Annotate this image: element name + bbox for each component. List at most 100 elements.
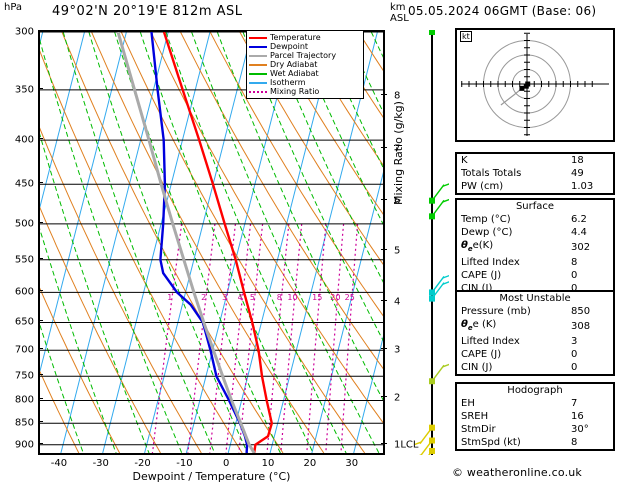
mixing-ratio-value-label: 20 bbox=[330, 292, 341, 302]
pressure-tick bbox=[38, 320, 43, 322]
legend-swatch bbox=[249, 72, 267, 75]
temperature-axis: -40 -30 -20 -10 0 10 20 30 bbox=[38, 458, 385, 472]
height-tick bbox=[381, 94, 387, 96]
height-tick bbox=[381, 299, 387, 301]
wind-barb bbox=[429, 13, 452, 35]
table-row-key: θee (K) bbox=[461, 319, 497, 332]
height-unit-line1: km bbox=[390, 2, 406, 13]
pressure-tick-label: 450 bbox=[14, 178, 34, 190]
table-row-value: 0 bbox=[571, 362, 578, 373]
pressure-tick-label: 800 bbox=[14, 394, 34, 406]
pressure-tick bbox=[38, 348, 43, 350]
table-row-value: 3 bbox=[571, 336, 578, 347]
legend-label: Wet Adiabat bbox=[270, 69, 319, 78]
table-row-value: 0 bbox=[571, 349, 578, 360]
table-row-value: 18 bbox=[571, 155, 584, 166]
height-tick-label: 3 bbox=[394, 344, 401, 356]
table-heading: Most Unstable bbox=[499, 293, 571, 304]
chart-legend: Temperature Dewpoint Parcel Trajectory Dry … bbox=[246, 30, 364, 99]
mixing-ratio-value-label: 15 bbox=[312, 292, 323, 302]
table-row-key: EH bbox=[461, 398, 475, 409]
mixing-ratio-axis-label: Mixing Ratio (g/kg) bbox=[392, 101, 405, 205]
legend-item: Dewpoint bbox=[249, 42, 360, 51]
legend-swatch bbox=[249, 54, 267, 57]
pressure-tick-label: 850 bbox=[14, 417, 34, 429]
table-row: StmSpd (kt) 8 bbox=[457, 436, 613, 449]
height-tick-label: 7 bbox=[394, 143, 401, 155]
pressure-tick-label: 500 bbox=[14, 218, 34, 230]
table-row: Lifted Index 3 bbox=[457, 335, 613, 348]
legend-label: Parcel Trajectory bbox=[270, 51, 337, 60]
height-tick-label: 6 bbox=[394, 195, 401, 207]
height-tick-label: 4 bbox=[394, 296, 401, 308]
legend-swatch bbox=[249, 45, 267, 48]
table-row: θee(K) 302 bbox=[457, 239, 613, 256]
mixing-ratio-value-label: 2 bbox=[201, 292, 207, 302]
pressure-tick-label: 700 bbox=[14, 344, 34, 356]
pressure-tick-label: 350 bbox=[14, 84, 34, 96]
pressure-tick bbox=[38, 442, 43, 444]
table-row: Temp (°C) 6.2 bbox=[457, 213, 613, 226]
legend-swatch bbox=[249, 81, 267, 84]
most-unstable-table: Most Unstable Pressure (mb) 850 θee (K) 308 L… bbox=[455, 290, 615, 376]
table-row-key: Pressure (mb) bbox=[461, 306, 531, 317]
table-row-key: StmSpd (kt) bbox=[461, 437, 521, 448]
mixing-ratio-value-label: 8 bbox=[276, 292, 282, 302]
copyright-watermark: © weatheronline.co.uk bbox=[452, 466, 583, 479]
table-row-value: 49 bbox=[571, 168, 584, 179]
table-row: Dewp (°C) 4.4 bbox=[457, 226, 613, 239]
temperature-tick-label: 10 bbox=[261, 458, 275, 469]
table-row: CAPE (J) 0 bbox=[457, 348, 613, 361]
height-unit-label: km ASL bbox=[390, 2, 409, 24]
legend-swatch bbox=[249, 90, 267, 93]
legend-label: Isotherm bbox=[270, 78, 306, 87]
pressure-tick bbox=[38, 221, 43, 223]
skewt-plot-area bbox=[40, 32, 383, 453]
height-tick-label: 8 bbox=[394, 90, 401, 102]
table-row-value: 0 bbox=[571, 270, 578, 281]
indices-table: K 18 Totals Totals 49 PW (cm) 1.03 bbox=[455, 152, 615, 195]
table-row-key: StmDir bbox=[461, 424, 496, 435]
height-tick bbox=[381, 249, 387, 251]
table-row-value: 8 bbox=[571, 437, 578, 448]
temperature-tick-label: 30 bbox=[345, 458, 359, 469]
temperature-tick-label: -20 bbox=[134, 458, 151, 469]
table-row-key: Temp (°C) bbox=[461, 214, 511, 225]
height-tick bbox=[381, 198, 387, 200]
pressure-tick bbox=[38, 87, 43, 89]
table-row: PW (cm) 1.03 bbox=[457, 180, 613, 193]
table-row: CIN (J) 0 bbox=[457, 361, 613, 374]
x-axis-label: Dewpoint / Temperature (°C) bbox=[132, 470, 291, 483]
table-row: EH 7 bbox=[457, 397, 613, 410]
hodograph-panel: kt bbox=[455, 18, 615, 150]
table-row-value: 308 bbox=[571, 321, 591, 332]
pressure-tick bbox=[38, 421, 43, 423]
pressure-tick bbox=[38, 374, 43, 376]
pressure-tick-label: 900 bbox=[14, 439, 34, 451]
table-heading: Hodograph bbox=[507, 385, 563, 396]
temperature-tick-label: 0 bbox=[223, 458, 230, 469]
pressure-tick-label: 650 bbox=[14, 316, 34, 328]
legend-item: Parcel Trajectory bbox=[249, 51, 360, 60]
table-row-value: 7 bbox=[571, 398, 578, 409]
legend-swatch bbox=[249, 63, 267, 66]
pressure-tick bbox=[38, 30, 43, 31]
legend-swatch bbox=[249, 36, 267, 39]
table-row-value: 6.2 bbox=[571, 214, 587, 225]
surface-table: Surface Temp (°C) 6.2 Dewp (°C) 4.4 θee(K) 302… bbox=[455, 198, 615, 297]
temperature-tick-label: 20 bbox=[303, 458, 317, 469]
wind-barb-column bbox=[412, 13, 452, 470]
table-row-value: 16 bbox=[571, 411, 584, 422]
height-tick-label: 1LCL bbox=[394, 439, 419, 451]
date-title: 05.05.2024 06GMT (Base: 06) bbox=[408, 4, 597, 18]
table-row-key: CAPE (J) bbox=[461, 349, 502, 360]
hodograph-unit-label: kt bbox=[460, 31, 472, 42]
mixing-ratio-value-label: 3 bbox=[222, 292, 228, 302]
wind-barbs-svg bbox=[412, 13, 452, 470]
hodograph-svg bbox=[461, 18, 609, 150]
height-tick bbox=[381, 147, 387, 149]
temperature-tick-label: -10 bbox=[176, 458, 193, 469]
legend-item: Wet Adiabat bbox=[249, 69, 360, 78]
legend-label: Temperature bbox=[270, 33, 321, 42]
table-row-key: θee(K) bbox=[461, 240, 494, 253]
